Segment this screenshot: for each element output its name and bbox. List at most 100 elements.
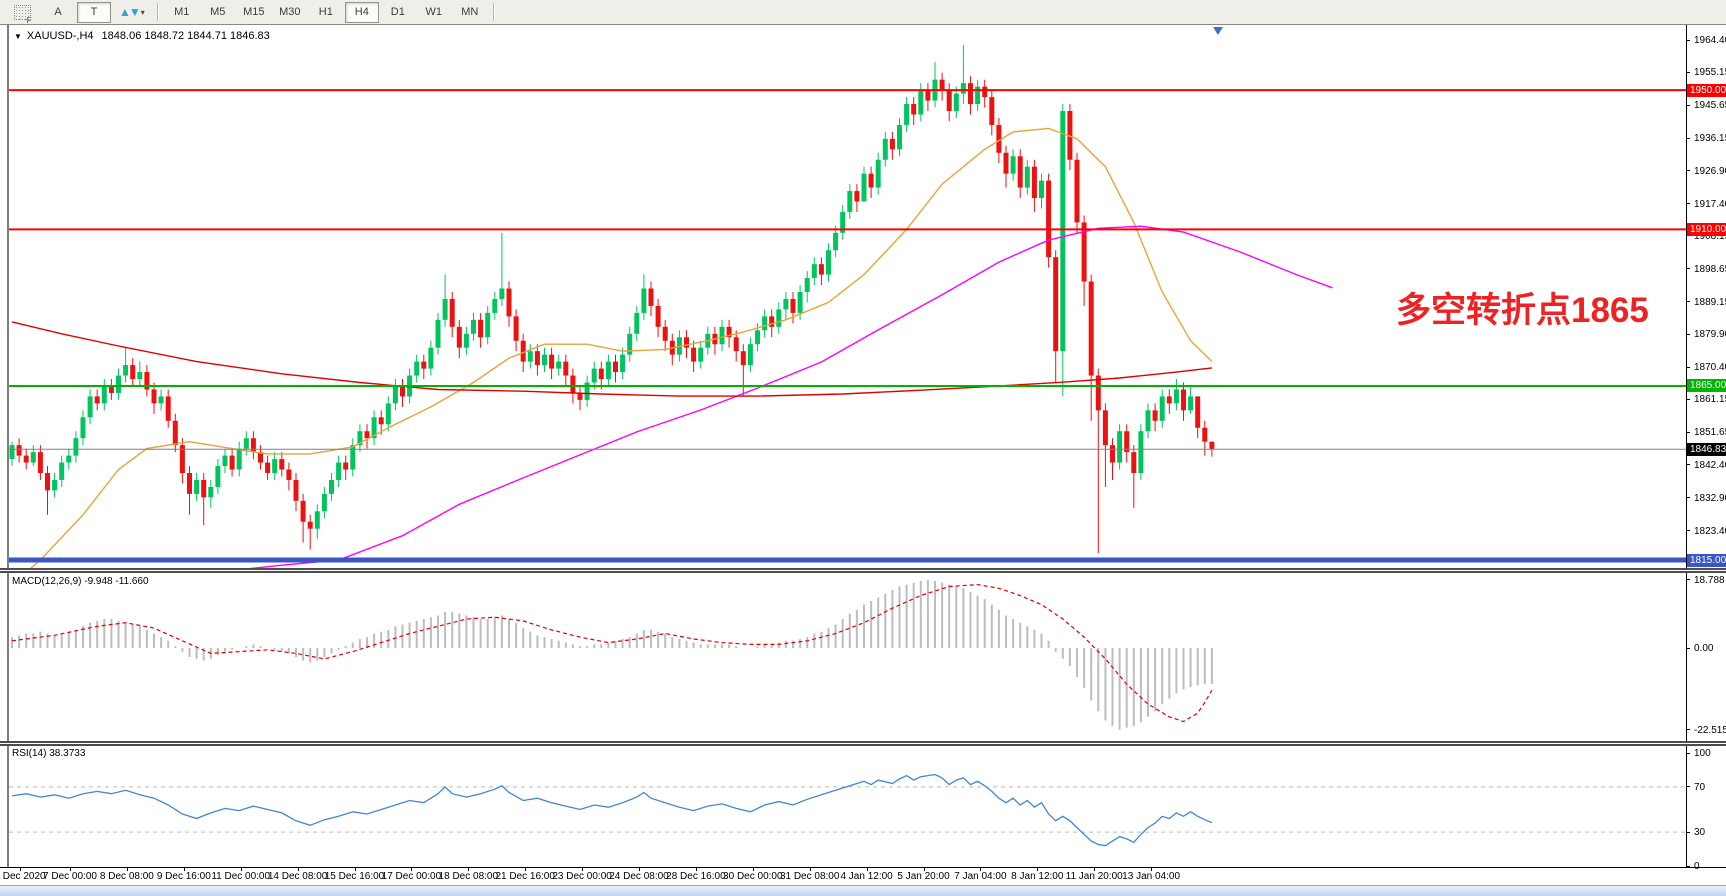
dotted-grid-f-icon: F [13,4,32,25]
date-tick [752,867,754,871]
arrows-icon: ▲▼ [119,5,141,19]
toolbar-separator [492,3,495,21]
macd-pane [11,579,1213,730]
date-tick [923,867,925,871]
price-tick-label: 1832.90 [1694,492,1726,504]
date-tick-label: 8 Jan 12:00 [1011,871,1064,882]
rsi-tick-label: 70 [1694,781,1706,793]
rsi-tick-label: 100 [1694,748,1711,759]
macd-tick [1686,729,1690,730]
timeframe-button-w1[interactable]: W1 [425,6,443,18]
timeframe-button-m30[interactable]: M30 [279,6,301,18]
price-tick [1686,398,1690,400]
rsi-tick [1686,831,1690,833]
price-tick-label: 1908.15 [1694,230,1726,242]
top-toolbar: F A T ▲▼ ▾ M1 M5 M15 M30 H1 H4 D1 W1 MN [0,0,1726,25]
date-tick [1037,867,1039,871]
collapse-triangle-icon[interactable]: ▼ [14,32,22,41]
date-tick [525,867,527,871]
date-tick [866,867,868,871]
ma-red-line [11,321,1212,397]
price-tick [1686,203,1690,205]
price-tick [1686,333,1690,335]
price-tick-label: 1955.15 [1694,67,1726,79]
ohlc-values: 1848.06 1848.72 1844.71 1846.83 [101,30,270,42]
price-tick [1686,268,1690,270]
price-tick-label: 1945.65 [1694,100,1726,112]
rsi-tick-label: 30 [1694,827,1706,839]
chart-text-annotation: 多空转折点1865 [1396,291,1649,330]
timeframe-button-h1[interactable]: H1 [318,6,333,18]
timeframe-button-m5[interactable]: M5 [210,6,226,18]
label-tool-button[interactable]: T [77,1,111,23]
rsi-tick-label: 0 [1694,861,1700,872]
date-tick-label: 14 Dec 08:00 [267,871,328,882]
price-axis-border [1686,25,1687,867]
date-tick-label: 17 Dec 00:00 [381,871,442,882]
date-tick-label: 31 Dec 08:00 [779,871,840,882]
price-tick-label: 1936.15 [1694,133,1726,145]
price-tick-label: 1823.40 [1694,525,1726,537]
date-tick [695,867,697,871]
timeframe-button-m15[interactable]: M15 [243,6,265,18]
date-tick-label: 11 Dec 00:00 [211,871,271,882]
date-tick [639,867,640,871]
chart-left-border [7,25,9,867]
price-tick [1686,497,1690,499]
date-tick-label: 11 Jan 20:00 [1065,871,1123,882]
chart-symbol-ohlc: ▼ XAUUSD-,H4 1848.06 1848.72 1844.71 1846.… [14,30,270,42]
timeframe-button-mn[interactable]: MN [461,6,479,18]
date-tick [354,867,356,871]
rsi-tick [1686,865,1690,867]
date-tick [468,867,470,871]
price-tick [1686,137,1690,139]
price-tick [1686,104,1690,106]
rsi-line [11,773,1213,847]
date-tick-label: 7 Jan 04:00 [954,871,1007,882]
date-tick-label: 24 Dec 08:00 [609,871,669,882]
arrows-tool-button[interactable]: ▲▼ ▾ [113,2,151,23]
date-tick-label: 13 Jan 04:00 [1122,871,1181,882]
price-badge: 1950.00 [1687,83,1726,97]
date-tick-label: 28 Dec 16:00 [666,871,726,882]
rsi-tick [1686,752,1690,754]
toolbar-separator [156,3,159,21]
price-tick-label: 1861.15 [1694,394,1726,406]
price-badge: 1815.00 [1687,553,1726,567]
pane-splitter-rsi[interactable] [0,741,1726,746]
date-tick [297,867,299,871]
date-tick [980,867,982,871]
window-bottom-strip [0,885,1726,896]
macd-tick-label: 0.00 [1694,643,1714,654]
price-tick-label: 1964.40 [1694,35,1726,46]
price-tick-label: 1898.65 [1694,263,1726,275]
price-badge: 1846.83 [1687,442,1726,456]
price-tick-label: 1870.40 [1694,362,1726,374]
date-tick-label: 3 Dec 2020 [0,871,46,882]
macd-tick-label: 18.788 [1694,574,1725,586]
price-tick [1686,71,1690,73]
objects-grid-button[interactable]: F [5,2,39,25]
price-tick-label: 1889.15 [1694,296,1726,308]
price-tick [1686,39,1690,41]
date-tick-label: 7 Dec 00:00 [43,871,97,882]
price-tick-label: 1917.40 [1694,198,1726,210]
macd-signal-line [11,583,1213,723]
timeframe-button-m1[interactable]: M1 [174,6,190,18]
date-tick-label: 8 Dec 08:00 [99,871,154,882]
price-tick [1686,170,1690,172]
timeframe-button-d1[interactable]: D1 [390,6,405,18]
rsi-tick [1686,786,1690,788]
date-tick [126,867,128,871]
rsi-indicator-label: RSI(14) 38.3733 [12,748,86,759]
price-tick [1686,301,1690,303]
text-tool-button[interactable]: A [54,6,62,18]
date-tick [183,867,185,871]
time-axis-border [0,867,1726,868]
timeframe-button-h4[interactable]: H4 [344,1,379,23]
pane-splitter-macd[interactable] [0,568,1726,573]
chart-shift-marker-icon [1213,27,1223,35]
macd-tick [1686,647,1690,649]
date-tick-label: 9 Dec 16:00 [156,871,211,882]
